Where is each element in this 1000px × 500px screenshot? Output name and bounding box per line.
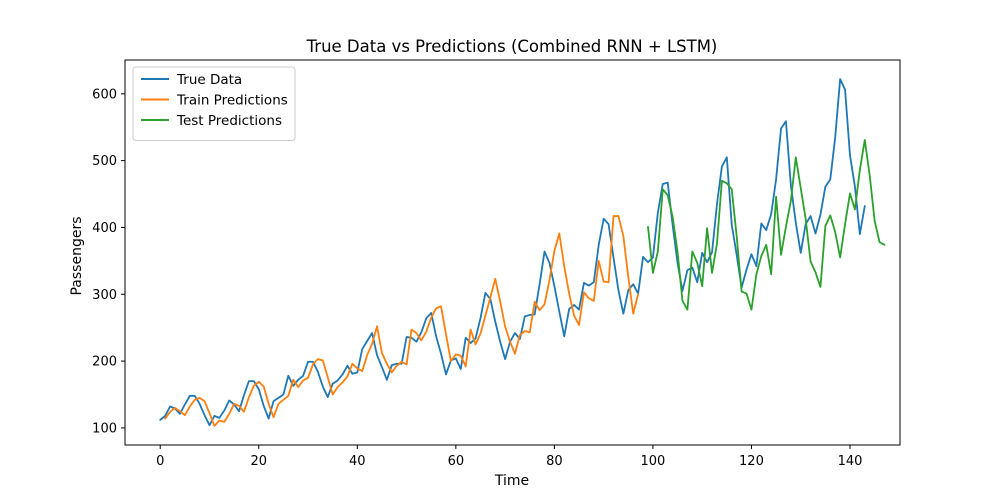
x-tick-label: 100	[641, 454, 666, 469]
series-line-test-predictions	[647, 139, 886, 311]
y-tick-label: 300	[92, 288, 117, 303]
legend-box	[132, 66, 296, 141]
legend: True Data Train Predictions Test Predictio…	[132, 66, 296, 141]
x-tick-label: 0	[156, 454, 164, 469]
x-tick-label: 60	[448, 454, 465, 469]
y-tick-label: 400	[92, 221, 117, 236]
series-line-true-data	[159, 78, 866, 427]
y-tick-label: 500	[92, 154, 117, 169]
series-line-train-predictions	[164, 215, 640, 427]
x-tick-label: 80	[546, 454, 563, 469]
plot-frame	[124, 59, 901, 446]
legend-label: Test Predictions	[176, 113, 282, 129]
y-tick-label: 200	[92, 355, 117, 370]
y-axis-title: Passengers	[69, 216, 85, 295]
x-tick-label: 120	[739, 454, 764, 469]
chart-title: True Data vs Predictions (Combined RNN +…	[306, 37, 718, 56]
x-axis-title: Time	[494, 473, 529, 489]
x-tick-label: 20	[250, 454, 267, 469]
plot-area	[159, 78, 886, 427]
legend-label: True Data	[176, 72, 242, 88]
y-tick-label: 600	[92, 87, 117, 102]
legend-label: Train Predictions	[176, 93, 288, 109]
y-tick-label: 100	[92, 421, 117, 436]
axes: 0 20 40 60 80 100 120 140 100 200 300 400 500 600	[92, 59, 901, 469]
x-tick-label: 140	[838, 454, 863, 469]
x-tick-label: 40	[349, 454, 366, 469]
